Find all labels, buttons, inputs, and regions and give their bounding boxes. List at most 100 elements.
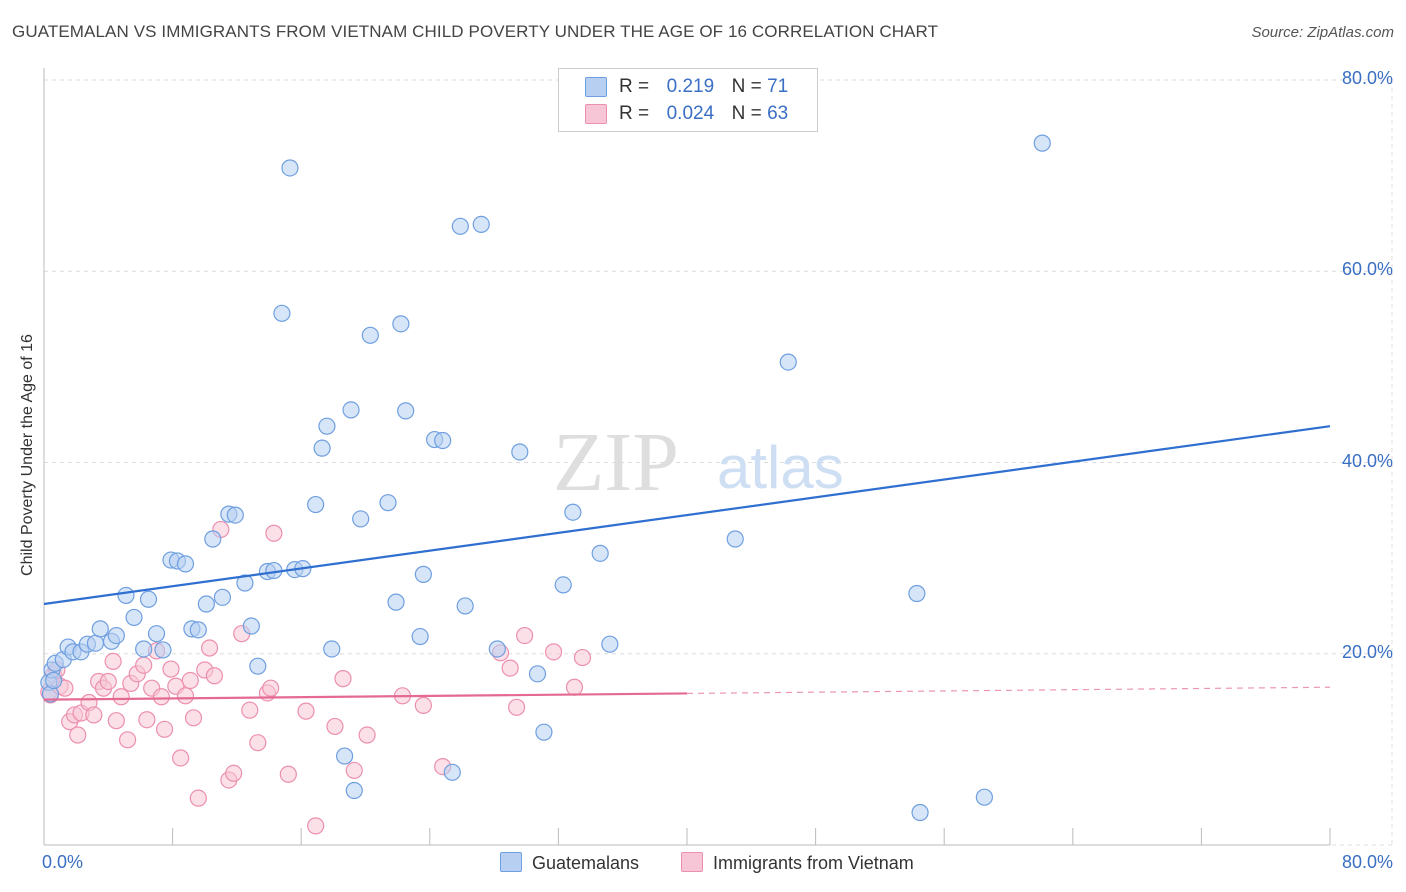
guatemalan-point [135,640,153,658]
vietnam-point [181,671,199,690]
chart-title: GUATEMALAN VS IMMIGRANTS FROM VIETNAM CH… [12,22,939,41]
guatemalan-point [451,217,469,235]
guatemalan-point [147,625,166,643]
legend-swatch-blue [585,77,607,97]
legend-r-label: R = [619,103,650,124]
guatemalan-point [601,635,619,653]
vietnam-point [358,726,376,744]
guatemalan-point [564,503,582,521]
x-tick-label-max: 80.0% [1341,852,1393,872]
guatemalan-point [779,353,797,371]
guatemalan-point [313,439,331,457]
vietnam-point [104,652,122,671]
vietnam-point [262,679,280,697]
guatemalan-point [249,657,267,675]
vietnam-point [565,678,584,696]
vietnam-point [118,731,137,749]
vietnam-point [225,764,243,782]
vietnam-point [184,709,203,727]
vietnam-point [162,660,180,678]
legend-r-value-vietnam: 0.024 [666,103,715,124]
bottom-legend-label-guatemalans: Guatemalans [532,853,640,873]
legend-swatch-pink [585,104,607,124]
vietnam-point [414,696,432,714]
legend-r-label: R = [619,76,650,97]
vietnam-point [135,656,153,674]
vietnam-point [85,706,103,724]
vietnam-point [107,712,125,730]
guatemalan-point [204,530,222,548]
axes [43,68,1331,846]
guatemalan-point [345,781,363,800]
guatemalan-point [236,574,254,592]
vietnam-point [99,672,117,691]
vietnam-point [501,659,519,677]
guatemalan-point [434,431,452,450]
legend-n-value-guatemalans: 71 [767,76,789,97]
guatemalan-point [45,671,63,690]
vietnam-point [334,670,352,688]
guatemalan-point [456,597,474,615]
guatemalan-point [726,530,744,548]
series-vietnam-points [40,520,592,835]
guatemalan-point [591,544,609,562]
y-tick-label: 20.0% [1341,641,1393,662]
guatemalan-point [91,620,109,638]
y-tick-label: 80.0% [1341,68,1393,88]
bottom-legend-vietnam: Immigrants from Vietnam [681,852,914,874]
guatemalan-point [911,803,929,822]
bottom-legend-swatch-blue [500,852,522,872]
y-tick-label: 40.0% [1341,450,1393,471]
guatemalan-point [1033,134,1051,152]
vietnam-point [112,688,130,706]
source-label: Source: ZipAtlas.com [1251,24,1394,41]
guatemalan-point [139,590,158,608]
series-guatemalans-points [40,134,1051,822]
vietnam-point [138,711,156,729]
legend-n-label: N = [731,76,762,97]
bottom-legend-swatch-pink [681,852,703,872]
guatemalan-point [908,584,926,603]
guatemalan-point [336,747,354,765]
vietnam-point [573,648,592,667]
legend-n-label: N = [731,103,762,124]
guatemalan-point [107,626,125,645]
trendline-vietnam [43,692,688,701]
trendline-vietnam-extension [686,686,1331,695]
guatemalan-point [488,640,506,658]
guatemalan-point [414,565,432,583]
vietnam-point [249,734,267,752]
vietnam-point [544,643,563,661]
vietnam-point [265,524,283,542]
guatemalan-point [379,494,397,512]
vietnam-point [326,717,344,736]
guatemalan-point [242,617,260,635]
vietnam-point [189,789,207,807]
vietnam-point [307,817,325,835]
guatemalan-point [342,401,360,419]
x-tick-label-min: 0.0% [42,852,84,872]
vietnam-point [345,761,363,780]
vietnam-point [205,667,223,685]
guatemalan-point [125,608,143,627]
watermark: ZIP atlas [553,416,844,509]
watermark-atlas: atlas [717,434,844,501]
vietnam-point [200,639,219,657]
watermark-zip: ZIP [553,416,679,509]
bottom-legend-guatemalans: Guatemalans [500,852,639,874]
guatemalan-point [117,586,135,605]
vietnam-point [279,765,297,783]
guatemalan-point [397,402,415,420]
trend-lines [43,425,1331,701]
vietnam-point [508,698,526,716]
vietnam-point [241,701,259,719]
guatemalan-point [307,495,325,514]
guatemalan-point [86,634,105,652]
y-axis-label: Child Poverty Under the Age of 16 [19,334,36,576]
guatemalan-point [411,627,429,646]
guatemalan-point [361,326,379,344]
guatemalan-point [226,506,244,524]
guatemalan-point [323,640,341,658]
guatemalan-point [352,510,370,528]
